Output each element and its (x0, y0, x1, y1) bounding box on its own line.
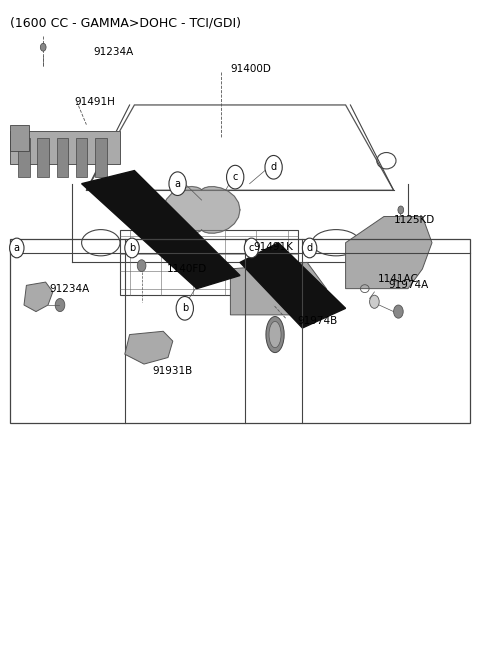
Circle shape (244, 238, 259, 258)
Text: a: a (175, 178, 180, 189)
Text: 1141AC: 1141AC (378, 274, 419, 284)
Bar (10, 125, 29, 151)
Text: 91234A: 91234A (94, 47, 134, 58)
Circle shape (227, 165, 244, 189)
Polygon shape (164, 186, 240, 234)
Ellipse shape (269, 321, 281, 348)
Bar (57, 138, 68, 177)
Text: 91491H: 91491H (74, 96, 115, 107)
Text: c: c (232, 172, 238, 182)
Circle shape (137, 260, 146, 272)
Polygon shape (240, 243, 346, 328)
Bar (37, 138, 49, 177)
Bar (76, 138, 87, 177)
Text: b: b (129, 243, 135, 253)
Circle shape (370, 295, 379, 308)
Circle shape (169, 172, 186, 195)
Text: 91491K: 91491K (253, 241, 294, 252)
Text: 91400D: 91400D (230, 64, 271, 74)
Circle shape (265, 155, 282, 179)
Circle shape (302, 238, 317, 258)
Text: b: b (181, 303, 188, 314)
Text: d: d (307, 243, 312, 253)
Circle shape (55, 298, 65, 312)
Circle shape (394, 305, 403, 318)
Text: 1140FD: 1140FD (167, 264, 207, 274)
Text: c: c (249, 243, 254, 253)
Polygon shape (230, 262, 326, 315)
Text: 91931B: 91931B (153, 365, 193, 376)
Text: 91974B: 91974B (298, 316, 338, 327)
Text: (1600 CC - GAMMA>DOHC - TCI/GDI): (1600 CC - GAMMA>DOHC - TCI/GDI) (10, 16, 240, 30)
Text: 1125KD: 1125KD (394, 215, 435, 225)
Circle shape (398, 206, 404, 214)
Text: 91974A: 91974A (389, 280, 429, 291)
Polygon shape (10, 131, 120, 164)
Polygon shape (82, 171, 240, 289)
Bar (18, 138, 30, 177)
Bar (95, 138, 107, 177)
Polygon shape (24, 282, 53, 312)
Circle shape (40, 43, 46, 51)
Text: a: a (14, 243, 20, 253)
Text: 91234A: 91234A (49, 283, 90, 294)
Circle shape (176, 297, 193, 320)
Circle shape (125, 238, 139, 258)
Ellipse shape (266, 316, 284, 353)
Circle shape (10, 238, 24, 258)
Polygon shape (346, 216, 432, 289)
Polygon shape (125, 331, 173, 364)
Text: d: d (271, 162, 276, 173)
